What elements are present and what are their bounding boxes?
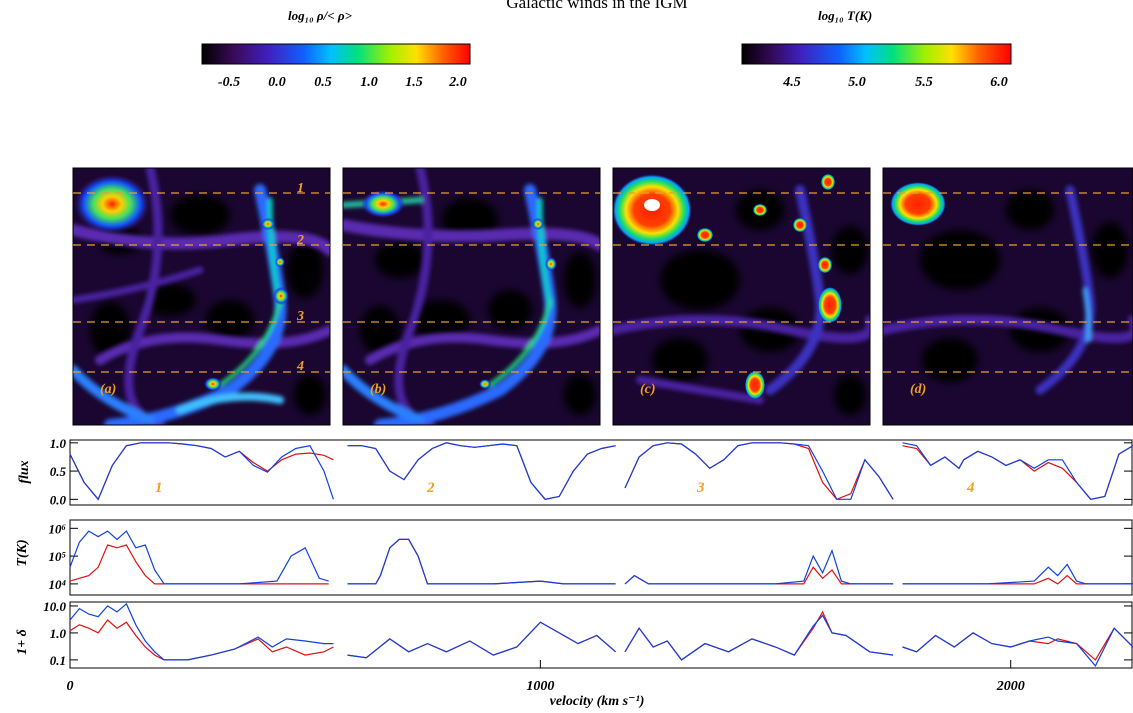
cb-density-tick: 2.0 <box>448 75 467 90</box>
ytick-label: 0.5 <box>50 464 67 479</box>
cb-temp-tick: 4.5 <box>782 75 801 90</box>
overdensity-blue-line-3 <box>624 614 894 661</box>
xtick-label: 1000 <box>526 679 554 694</box>
flux-red-line-4 <box>902 445 1133 500</box>
ytick-label: 10⁵ <box>48 549 66 564</box>
map-panel-a <box>73 168 330 425</box>
cb-density-tick: 1.0 <box>360 75 378 90</box>
ytick-label: 0.0 <box>50 492 67 507</box>
segment-label-3: 3 <box>696 480 705 496</box>
sightline-label-1: 1 <box>297 181 304 196</box>
figure-title: Galactic winds in the IGM <box>506 0 687 12</box>
flux-red-line-3 <box>624 442 894 501</box>
sightline-label-2: 2 <box>296 233 304 248</box>
temperature-red-line-3 <box>624 566 894 585</box>
flux-blue-line-1 <box>69 442 334 501</box>
temperature-blue-line-1 <box>69 530 329 585</box>
plot-frame-temperature <box>69 519 1133 596</box>
xtick-label: 0 <box>67 679 74 694</box>
overdensity-blue-line-1 <box>69 602 334 661</box>
colorbar-density-label: log₁₀ ρ/< ρ> <box>288 8 353 23</box>
cb-density-tick: 0.5 <box>314 75 332 90</box>
segment-label-4: 4 <box>966 480 975 496</box>
segment-label-1: 1 <box>155 480 163 496</box>
cb-temp-tick: 6.0 <box>990 75 1008 90</box>
segment-label-2: 2 <box>426 480 435 496</box>
flux-blue-line-3 <box>624 442 894 500</box>
cb-temp-tick: 5.0 <box>848 75 866 90</box>
spectra-plots: 0.0 0.5 1.0 1 2 3 4 10⁴ 10⁵ 10⁶ 0.1 1.0 10.0 0 1000 200… <box>43 436 1133 694</box>
xaxis-label: velocity (km s⁻¹) <box>550 694 645 709</box>
temperature-blue-line-3 <box>624 548 894 585</box>
map-frames <box>72 167 1133 426</box>
cb-density-tick: -0.5 <box>218 75 240 90</box>
xtick-label: 2000 <box>996 679 1025 694</box>
temperature-blue-line-2 <box>347 538 616 585</box>
map-panel-d <box>883 168 1133 425</box>
map-label-d: (d) <box>910 382 926 397</box>
ytick-label: 10.0 <box>43 599 66 614</box>
ylabel-temperature: T(K) <box>15 539 30 566</box>
colorbar-density <box>201 43 471 65</box>
ytick-label: 1.0 <box>50 626 67 641</box>
sightline-label-3: 3 <box>296 309 304 324</box>
flux-blue-line-2 <box>347 442 616 500</box>
colorbar-temperature-ticks: 4.5 5.0 5.5 6.0 <box>782 75 1008 90</box>
ytick-label: 10⁶ <box>48 521 66 536</box>
temperature-blue-line-4 <box>902 563 1133 585</box>
colorbar-density-ticks: -0.5 0.0 0.5 1.0 1.5 2.0 <box>218 75 467 90</box>
temperature-red-line-1 <box>69 544 329 585</box>
map-label-b: (b) <box>370 382 386 397</box>
sightline-dashes <box>73 192 1133 373</box>
temperature-red-line-2 <box>347 538 616 585</box>
overdensity-red-line-3 <box>624 610 894 661</box>
flux-red-line-2 <box>347 442 616 500</box>
ytick-label: 1.0 <box>50 436 67 451</box>
ytick-label: 10⁴ <box>48 577 66 592</box>
colorbar-temperature <box>741 43 1012 65</box>
overdensity-red-line-4 <box>902 627 1133 661</box>
ylabel-overdensity: 1+ δ <box>15 629 30 655</box>
map-label-c: (c) <box>640 382 656 397</box>
map-label-a: (a) <box>100 382 116 397</box>
cb-density-tick: 1.5 <box>405 75 423 90</box>
plot-frame-overdensity <box>69 601 1133 669</box>
map-panel-b <box>343 168 600 425</box>
cb-temp-tick: 5.5 <box>915 75 933 90</box>
overdensity-blue-line-4 <box>902 627 1133 667</box>
plot-frame-flux <box>69 439 1133 506</box>
overdensity-red-line-1 <box>69 619 334 661</box>
colorbar-temperature-label: log₁₀ T(K) <box>818 8 872 23</box>
cb-density-tick: 0.0 <box>268 75 286 90</box>
overdensity-blue-line-2 <box>347 621 616 659</box>
ytick-label: 0.1 <box>50 653 66 668</box>
flux-blue-line-4 <box>902 442 1133 500</box>
sightline-label-4: 4 <box>296 359 304 374</box>
ylabel-flux: flux <box>17 460 32 483</box>
